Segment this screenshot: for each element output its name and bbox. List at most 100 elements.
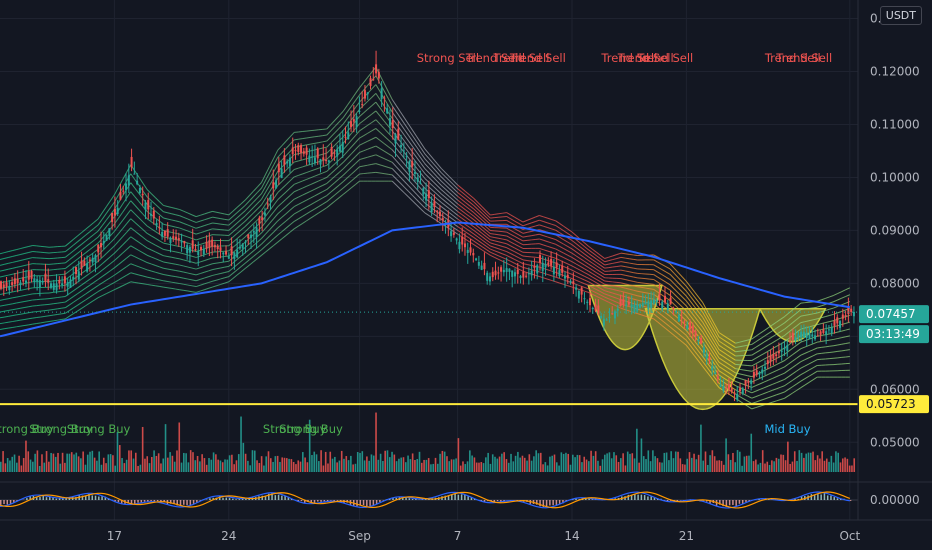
ribbon-line: [677, 287, 683, 293]
ribbon-line: [420, 208, 426, 214]
ribbon-line: [759, 335, 765, 340]
volume-bar: [237, 454, 240, 472]
candle-body: [441, 217, 444, 221]
ribbon-line: [481, 246, 487, 250]
ribbon-line: [138, 233, 144, 238]
ribbon-line: [257, 182, 262, 188]
ribbon-line: [726, 367, 732, 371]
ribbon-line: [739, 377, 744, 381]
ribbon-line: [89, 287, 95, 292]
ribbon-line: [130, 218, 136, 223]
ribbon-line: [334, 184, 340, 189]
ribbon-line: [208, 210, 213, 214]
ribbon-line: [584, 279, 589, 283]
ribbon-line: [36, 316, 41, 319]
ribbon-line: [686, 295, 691, 302]
ribbon-line: [845, 314, 850, 318]
ribbon-line: [440, 172, 446, 178]
ribbon-line: [514, 220, 520, 224]
ribbon-line: [841, 349, 846, 352]
ribbon-line: [763, 391, 769, 394]
ribbon-line: [726, 350, 732, 354]
ribbon-line: [138, 241, 144, 246]
ribbon-line: [200, 265, 205, 269]
ribbon-line: [12, 272, 17, 275]
ribbon-line: [195, 278, 201, 282]
ribbon-line: [16, 313, 21, 316]
ribbon-line: [146, 262, 152, 265]
osc-histogram-bar: [447, 495, 450, 500]
ribbon-line: [404, 192, 409, 198]
ribbon-line: [490, 239, 495, 242]
ribbon-line: [187, 266, 193, 269]
volume-bar: [839, 462, 842, 472]
ribbon-line: [518, 219, 524, 223]
ribbon-line: [306, 184, 311, 187]
ribbon-line: [114, 233, 119, 239]
ribbon-line: [106, 291, 111, 295]
ribbon-line: [3, 274, 9, 277]
osc-histogram-bar: [52, 497, 54, 500]
ribbon-line: [216, 223, 221, 225]
ribbon-line: [85, 237, 91, 242]
candle-body: [150, 213, 153, 216]
ribbon-line: [469, 205, 475, 210]
ribbon-line: [289, 228, 295, 233]
ribbon-line: [677, 292, 683, 298]
ribbon-line: [355, 144, 360, 150]
volume-bar: [183, 452, 185, 472]
volume-bar: [212, 452, 215, 472]
ribbon-line: [645, 292, 650, 295]
candle-body: [394, 134, 397, 144]
ribbon-line: [163, 211, 168, 214]
ribbon-line: [69, 261, 74, 266]
ribbon-line: [159, 279, 164, 282]
candle-body: [216, 245, 219, 250]
volume-bar: [485, 457, 487, 472]
ribbon-line: [363, 132, 368, 137]
ribbon-line: [698, 360, 704, 367]
ribbon-line: [722, 377, 728, 381]
volume-bar: [654, 456, 656, 472]
ribbon-line: [252, 258, 258, 263]
ribbon-line: [559, 282, 564, 285]
ribbon-line: [633, 267, 638, 270]
candle-body: [680, 317, 683, 319]
ribbon-line: [739, 340, 744, 343]
ribbon-line: [298, 180, 303, 184]
ribbon-line: [118, 203, 123, 211]
ribbon-line: [702, 322, 708, 330]
volume-bar: [535, 450, 537, 472]
ribbon-line: [465, 191, 471, 196]
ribbon-line: [404, 186, 409, 192]
volume-bar: [425, 459, 428, 472]
ribbon-line: [759, 347, 765, 351]
candle-body: [300, 145, 303, 153]
candle-body: [530, 270, 533, 276]
currency-badge[interactable]: USDT: [879, 6, 922, 25]
candle-body: [258, 217, 261, 224]
ribbon-line: [588, 245, 593, 250]
ribbon-line: [596, 278, 601, 283]
volume-bar: [189, 450, 192, 472]
ribbon-line: [3, 309, 9, 312]
volume-bar: [622, 453, 624, 472]
ribbon-line: [776, 380, 781, 384]
volume-bar: [459, 465, 462, 472]
ribbon-line: [547, 217, 552, 220]
ribbon-line: [351, 149, 356, 155]
ribbon-line: [105, 207, 111, 214]
candle-body: [238, 247, 241, 249]
ribbon-line: [224, 265, 229, 268]
ribbon-line: [588, 252, 593, 257]
osc-histogram-bar: [545, 500, 548, 507]
ribbon-line: [457, 195, 462, 200]
ribbon-line: [326, 197, 332, 202]
ribbon-line: [767, 384, 773, 387]
cup-patterns: [587, 284, 827, 411]
ribbon-line: [61, 318, 66, 321]
ribbon-line: [281, 206, 287, 211]
candle-body: [52, 283, 55, 290]
ribbon-line: [187, 284, 193, 287]
